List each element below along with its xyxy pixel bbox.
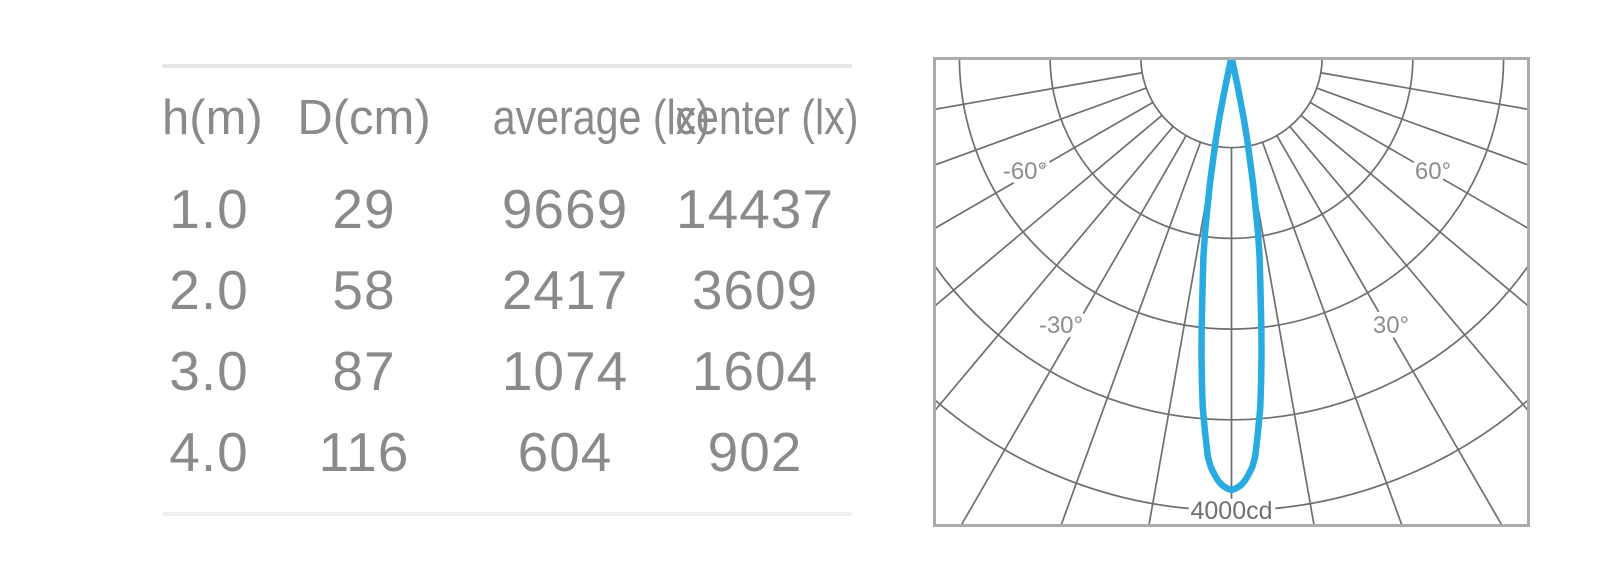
table-cell: 3609 xyxy=(691,258,819,321)
table-cell: 1074 xyxy=(501,339,629,402)
polar-ring xyxy=(1140,60,1323,149)
column-header-height: h(m) xyxy=(162,91,263,145)
polar-angle-line xyxy=(1309,101,1527,229)
table-cell: 58 xyxy=(332,258,396,321)
polar-angle-line xyxy=(1246,146,1315,524)
table-cell: 87 xyxy=(332,339,396,402)
candela-scale-label: 4000cd xyxy=(1190,497,1272,524)
table-cell: 14437 xyxy=(676,177,834,240)
polar-angle-line xyxy=(1060,141,1202,524)
table-cell: 4.0 xyxy=(169,420,249,483)
table-cell: 9669 xyxy=(501,177,629,240)
table-cell: 2417 xyxy=(501,258,629,321)
table-cell: 1.0 xyxy=(169,177,249,240)
column-header-average: average (lx) xyxy=(492,91,711,145)
polar-angle-line xyxy=(936,114,1163,307)
polar-angle-line xyxy=(960,135,1187,524)
polar-chart-svg: -60° 60° -30° 30° 4000cd xyxy=(936,60,1527,524)
polar-angle-line xyxy=(936,87,1147,166)
beam-curve xyxy=(1198,60,1265,494)
polar-angle-line xyxy=(1148,146,1217,524)
polar-angle-line xyxy=(1261,141,1403,524)
polar-angle-line xyxy=(1316,87,1527,166)
photometric-table: h(m) D(cm) average (lx) center (lx) 1.0 2… xyxy=(162,68,859,492)
column-header-diameter: D(cm) xyxy=(297,91,431,145)
table-cell: 1604 xyxy=(691,339,819,402)
polar-angle-line xyxy=(936,71,1143,110)
table-top-rule xyxy=(162,64,852,68)
table-cell: 902 xyxy=(707,420,803,483)
table-row: 1.0 29 9669 14437 xyxy=(162,168,852,249)
table-cell: 3.0 xyxy=(169,339,249,402)
photometric-table-panel: h(m) D(cm) average (lx) center (lx) 1.0 2… xyxy=(162,64,859,516)
table-header-row: h(m) D(cm) average (lx) center (lx) xyxy=(162,68,859,168)
polar-intensity-diagram: -60° 60° -30° 30° 4000cd xyxy=(933,57,1530,527)
table-row: 3.0 87 1074 1604 xyxy=(162,330,852,411)
angle-label-minus60: -60° xyxy=(1003,158,1047,185)
table-row: 4.0 116 604 902 xyxy=(162,411,852,492)
table-cell: 604 xyxy=(517,420,613,483)
polar-angle-line xyxy=(1289,125,1527,411)
polar-angle-line xyxy=(1276,135,1503,524)
table-row: 2.0 58 2417 3609 xyxy=(162,249,852,330)
table-cell: 2.0 xyxy=(169,258,249,321)
angle-label-60: 60° xyxy=(1415,158,1451,185)
polar-angle-line xyxy=(936,101,1154,229)
angle-label-30: 30° xyxy=(1373,312,1409,339)
table-bottom-rule xyxy=(162,512,852,516)
polar-angle-line xyxy=(936,125,1174,411)
column-header-center: center (lx) xyxy=(675,91,859,145)
polar-angle-line xyxy=(1320,71,1527,110)
polar-angle-line xyxy=(1300,114,1527,307)
table-cell: 29 xyxy=(332,177,396,240)
polar-grid xyxy=(936,60,1527,524)
table-cell: 116 xyxy=(318,420,410,483)
angle-label-minus30: -30° xyxy=(1039,312,1083,339)
